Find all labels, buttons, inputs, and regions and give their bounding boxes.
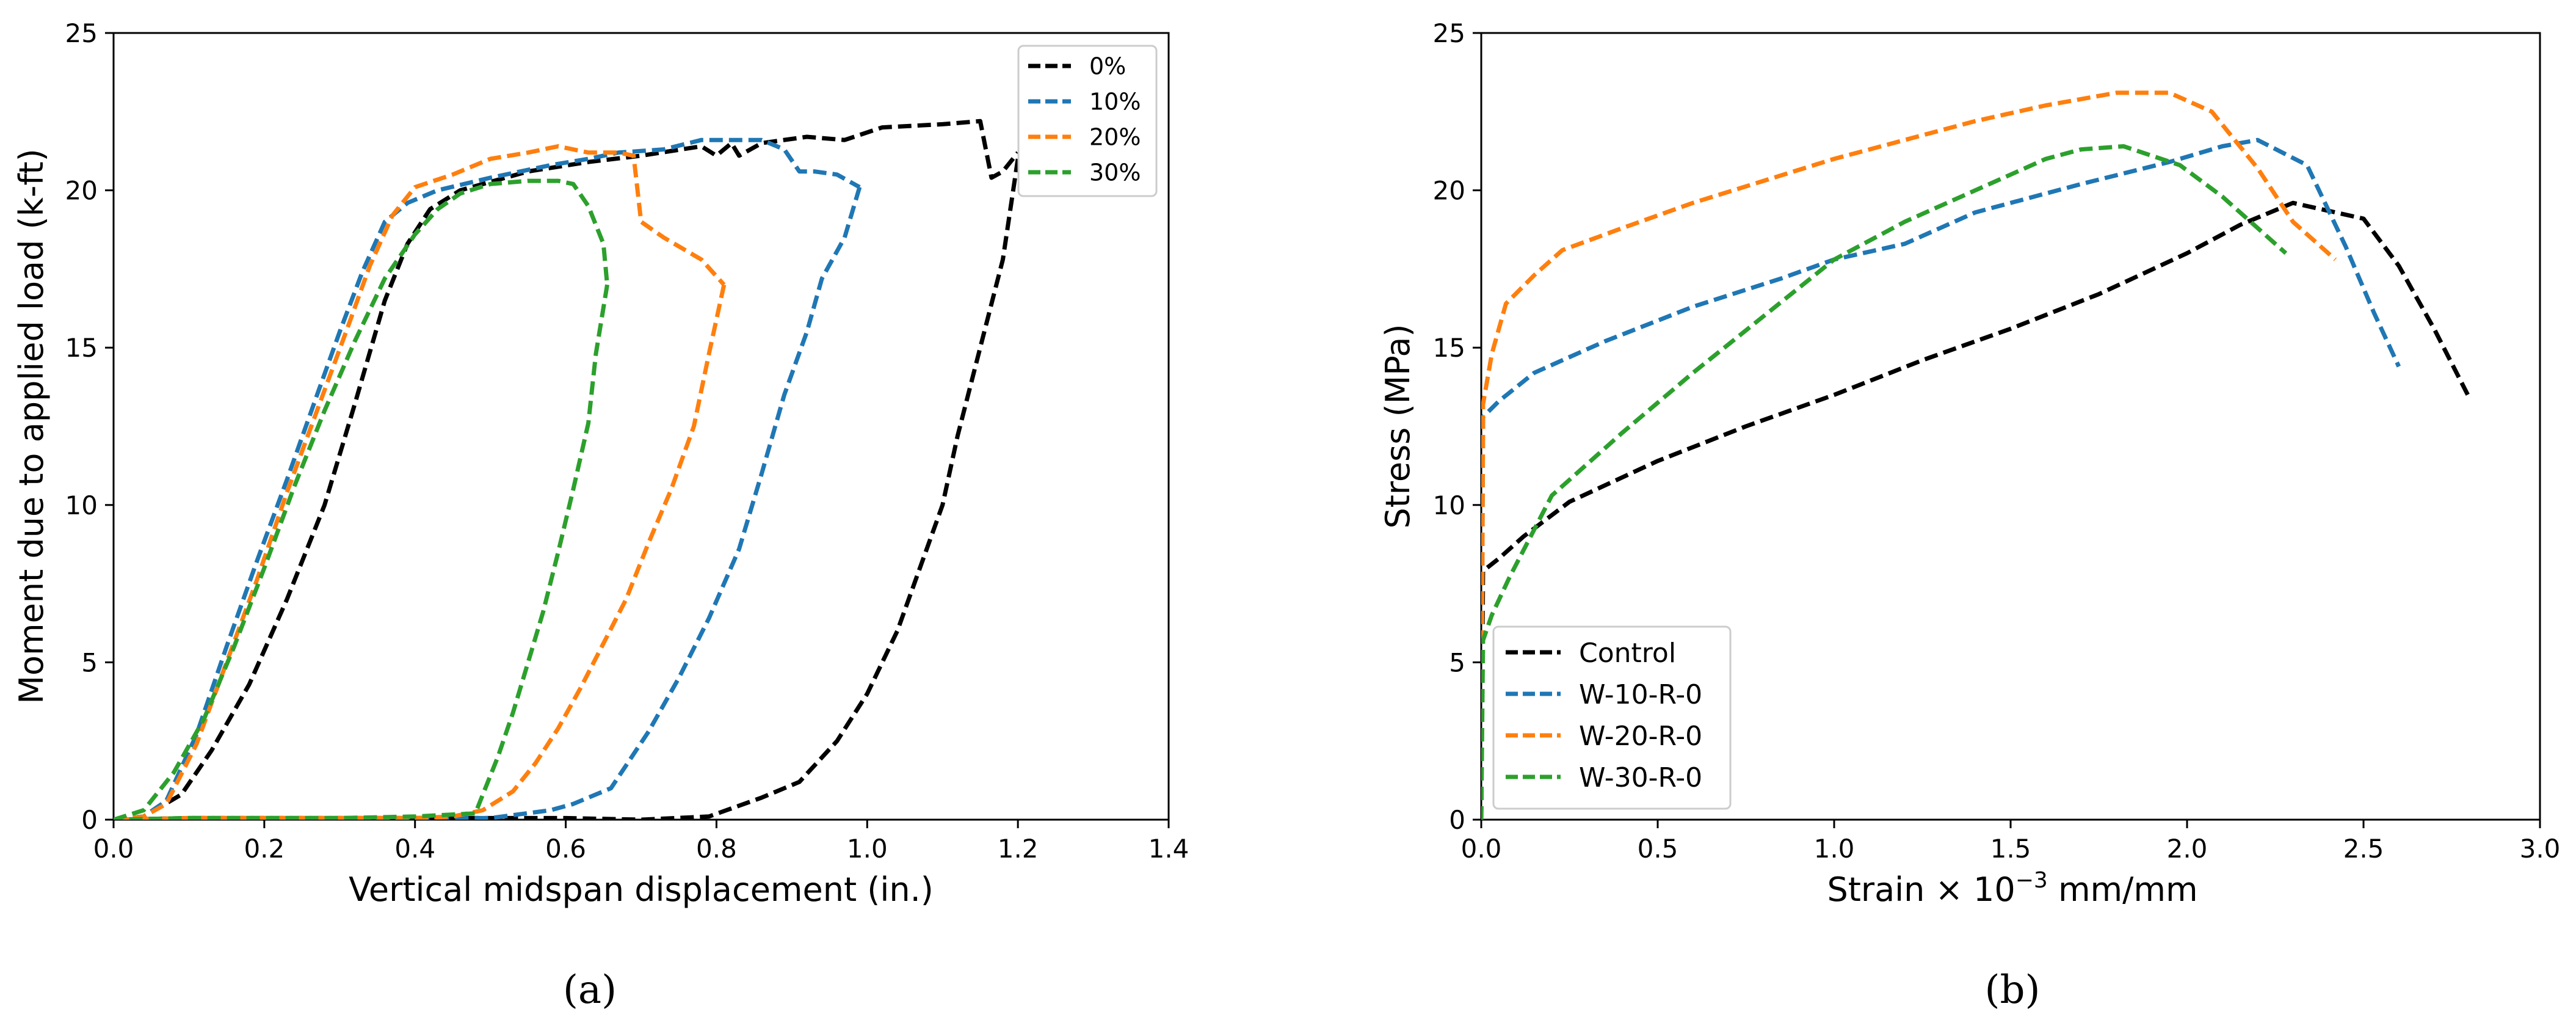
- x-tick-label: 1.2: [998, 834, 1039, 864]
- panel-a-chart: 0.0 0.2 0.4 0.6 0.8 1.0 1.2 1.4 0 5 10 15 20 25 Verti…: [12, 18, 1189, 1013]
- panel-b-chart: 0.0 0.5 1.0 1.5 2.0 2.5 3.0 0 5 10 15 20 25 Strain ×…: [1379, 18, 2560, 1013]
- legend-label: W-20-R-0: [1579, 721, 1702, 752]
- x-axis-label: Vertical midspan displacement (in.): [349, 870, 934, 909]
- x-axis-label-suffix: mm/mm: [2048, 870, 2198, 909]
- series-lines: [114, 118, 1020, 820]
- plot-area-frame: [112, 32, 1170, 821]
- x-tick-label: 0.0: [1461, 834, 1502, 864]
- y-tick-label: 15: [1433, 333, 1465, 363]
- x-tick-label: 0.0: [93, 834, 134, 864]
- legend-label: 10%: [1089, 89, 1141, 115]
- series-unload-line-0-: [114, 158, 1020, 820]
- x-axis-label: Strain × 10−3 mm/mm: [1827, 868, 2197, 909]
- y-tick-label: 25: [65, 18, 98, 48]
- series-lines: [1481, 90, 2472, 820]
- series-line-control: [1481, 200, 2472, 820]
- y-tick-label: 0: [1449, 805, 1465, 835]
- x-tick-label: 0.5: [1638, 834, 1678, 864]
- legend: Control W-10-R-0 W-20-R-0 W-30-R-0: [1492, 625, 1732, 810]
- y-tick-label: 5: [1449, 647, 1465, 677]
- series-line-30-: [114, 178, 609, 820]
- series-unload-line-30-: [114, 284, 609, 820]
- x-tick-label: 2.0: [2167, 834, 2208, 864]
- y-tick-label: 25: [1433, 18, 1465, 48]
- axis-ticks: 0.0 0.2 0.4 0.6 0.8 1.0 1.2 1.4 0 5 10 15 20 25: [65, 18, 1189, 864]
- x-tick-label: 2.5: [2343, 834, 2384, 864]
- x-tick-label: 1.4: [1148, 834, 1189, 864]
- legend-label: W-30-R-0: [1579, 762, 1702, 793]
- x-tick-label: 3.0: [2520, 834, 2561, 864]
- x-tick-label: 1.5: [1990, 834, 2031, 864]
- y-axis-label: Moment due to applied load (k-ft): [12, 148, 51, 704]
- caption-a: (a): [563, 967, 617, 1013]
- axis-ticks: 0.0 0.5 1.0 1.5 2.0 2.5 3.0 0 5 10 15 20 25: [1433, 18, 2561, 864]
- y-tick-label: 10: [65, 490, 98, 520]
- legend-label: Control: [1579, 638, 1676, 669]
- x-axis-label-exponent: −3: [2015, 868, 2048, 893]
- y-tick-label: 15: [65, 333, 98, 363]
- y-tick-label: 5: [81, 647, 98, 677]
- y-axis-label: Stress (MPa): [1379, 324, 1417, 528]
- y-tick-label: 20: [1433, 176, 1465, 206]
- legend-frame: [1017, 45, 1158, 197]
- caption-b: (b): [1985, 967, 2041, 1013]
- legend-label: W-10-R-0: [1579, 679, 1702, 710]
- x-tick-label: 1.0: [1814, 834, 1855, 864]
- y-tick-label: 20: [65, 176, 98, 206]
- x-tick-label: 0.4: [394, 834, 435, 864]
- y-tick-label: 0: [81, 805, 98, 835]
- series-line-w-10-r-0: [1481, 137, 2401, 820]
- legend: 0% 10% 20% 30%: [1017, 45, 1158, 197]
- series-line-0-: [114, 118, 1020, 820]
- series-unload-line-20-: [114, 284, 727, 820]
- x-tick-label: 1.0: [847, 834, 888, 864]
- x-tick-label: 0.6: [545, 834, 586, 864]
- legend-label: 20%: [1089, 124, 1141, 151]
- x-tick-label: 0.8: [696, 834, 737, 864]
- legend-frame: [1492, 625, 1732, 810]
- series-line-10-: [114, 137, 861, 820]
- series-line-w-30-r-0: [1481, 144, 2288, 820]
- series-line-20-: [114, 144, 726, 820]
- x-axis-label-main: Strain × 10: [1827, 870, 2015, 909]
- legend-label: 0%: [1089, 53, 1126, 80]
- x-tick-label: 0.2: [244, 834, 285, 864]
- series-line-w-20-r-0: [1481, 90, 2337, 820]
- y-tick-label: 10: [1433, 490, 1465, 520]
- legend-label: 30%: [1089, 159, 1141, 186]
